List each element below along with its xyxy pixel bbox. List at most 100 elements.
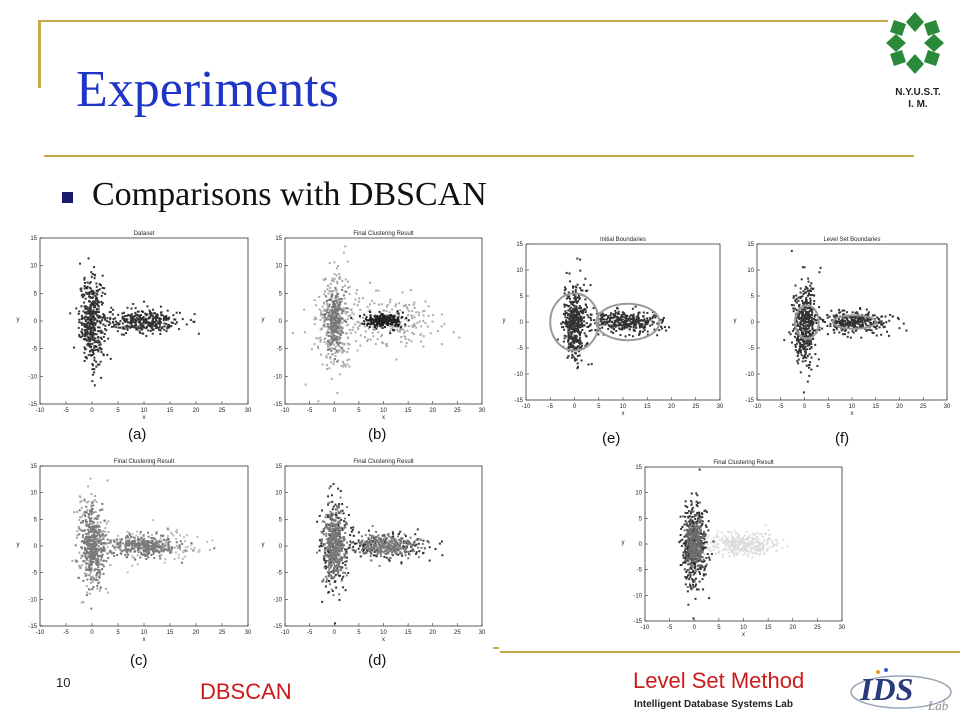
data-point bbox=[400, 316, 403, 319]
data-point bbox=[658, 329, 661, 332]
data-point bbox=[98, 571, 101, 574]
data-point bbox=[577, 322, 580, 325]
data-point bbox=[78, 335, 81, 338]
data-point bbox=[337, 487, 340, 490]
data-point bbox=[140, 543, 143, 546]
data-point bbox=[628, 325, 631, 328]
data-point bbox=[568, 327, 571, 330]
data-point bbox=[89, 339, 92, 342]
data-point bbox=[584, 308, 587, 311]
data-point bbox=[389, 332, 392, 335]
data-point bbox=[319, 312, 322, 315]
data-point bbox=[177, 553, 180, 556]
data-point bbox=[629, 325, 632, 328]
data-point bbox=[117, 313, 120, 316]
data-point bbox=[144, 555, 147, 558]
data-point bbox=[366, 542, 369, 545]
data-point bbox=[109, 540, 112, 543]
data-point bbox=[153, 542, 156, 545]
data-point bbox=[92, 558, 95, 561]
data-point bbox=[331, 321, 334, 324]
data-point bbox=[92, 331, 95, 334]
data-point bbox=[381, 545, 384, 548]
data-point bbox=[96, 315, 99, 318]
data-point bbox=[124, 546, 127, 549]
data-point bbox=[85, 312, 88, 315]
data-point bbox=[338, 314, 341, 317]
data-point bbox=[332, 290, 335, 293]
data-point bbox=[334, 552, 337, 555]
data-point bbox=[85, 565, 88, 568]
data-point bbox=[581, 309, 584, 312]
data-point bbox=[560, 322, 563, 325]
data-point bbox=[397, 548, 400, 551]
data-point bbox=[138, 539, 141, 542]
data-point bbox=[383, 538, 386, 541]
data-point bbox=[337, 564, 340, 567]
data-point bbox=[660, 321, 663, 324]
data-point bbox=[563, 334, 566, 337]
data-point bbox=[592, 307, 595, 310]
x-tick-label: 25 bbox=[920, 404, 927, 410]
data-point bbox=[411, 310, 414, 313]
data-point bbox=[147, 552, 150, 555]
data-point bbox=[97, 524, 100, 527]
data-point bbox=[117, 545, 120, 548]
data-point bbox=[89, 328, 92, 331]
data-point bbox=[392, 320, 395, 323]
data-point bbox=[394, 303, 397, 306]
data-point bbox=[615, 324, 618, 327]
data-point bbox=[81, 335, 84, 338]
y-tick-label: -10 bbox=[745, 372, 754, 378]
data-point bbox=[126, 324, 129, 327]
data-point bbox=[365, 545, 368, 548]
data-point bbox=[576, 367, 579, 370]
data-point bbox=[458, 336, 461, 339]
data-point bbox=[125, 540, 128, 543]
data-point bbox=[329, 339, 332, 342]
data-point bbox=[583, 316, 586, 319]
data-point bbox=[333, 539, 336, 542]
data-point bbox=[422, 539, 425, 542]
data-point bbox=[97, 571, 100, 574]
data-point bbox=[340, 329, 343, 332]
data-point bbox=[579, 258, 582, 261]
plot-title: Final Clustering Result bbox=[353, 459, 414, 465]
data-point bbox=[99, 554, 102, 557]
data-point bbox=[575, 352, 578, 355]
data-point bbox=[158, 318, 161, 321]
data-point bbox=[609, 316, 612, 319]
data-point bbox=[80, 506, 83, 509]
data-point bbox=[336, 549, 339, 552]
data-point bbox=[115, 323, 118, 326]
data-point bbox=[87, 547, 90, 550]
data-point bbox=[407, 338, 410, 341]
data-point bbox=[387, 316, 390, 319]
data-point bbox=[343, 319, 346, 322]
data-point bbox=[364, 336, 367, 339]
data-point bbox=[148, 548, 151, 551]
data-point bbox=[90, 578, 93, 581]
data-point bbox=[329, 282, 332, 285]
data-point bbox=[92, 300, 95, 303]
data-point bbox=[139, 314, 142, 317]
data-point bbox=[332, 523, 335, 526]
data-point bbox=[379, 546, 382, 549]
data-point bbox=[82, 579, 85, 582]
data-point bbox=[332, 571, 335, 574]
data-point bbox=[165, 542, 168, 545]
data-point bbox=[404, 547, 407, 550]
data-point bbox=[576, 362, 579, 365]
data-point bbox=[95, 299, 98, 302]
data-point bbox=[397, 533, 400, 536]
data-point bbox=[89, 333, 92, 336]
data-point bbox=[335, 274, 338, 277]
data-point bbox=[422, 345, 425, 348]
data-point bbox=[389, 557, 392, 560]
data-point bbox=[338, 338, 341, 341]
data-point bbox=[111, 313, 114, 316]
data-point bbox=[371, 549, 374, 552]
data-point bbox=[565, 271, 568, 274]
data-point bbox=[161, 543, 164, 546]
data-point bbox=[166, 326, 169, 329]
